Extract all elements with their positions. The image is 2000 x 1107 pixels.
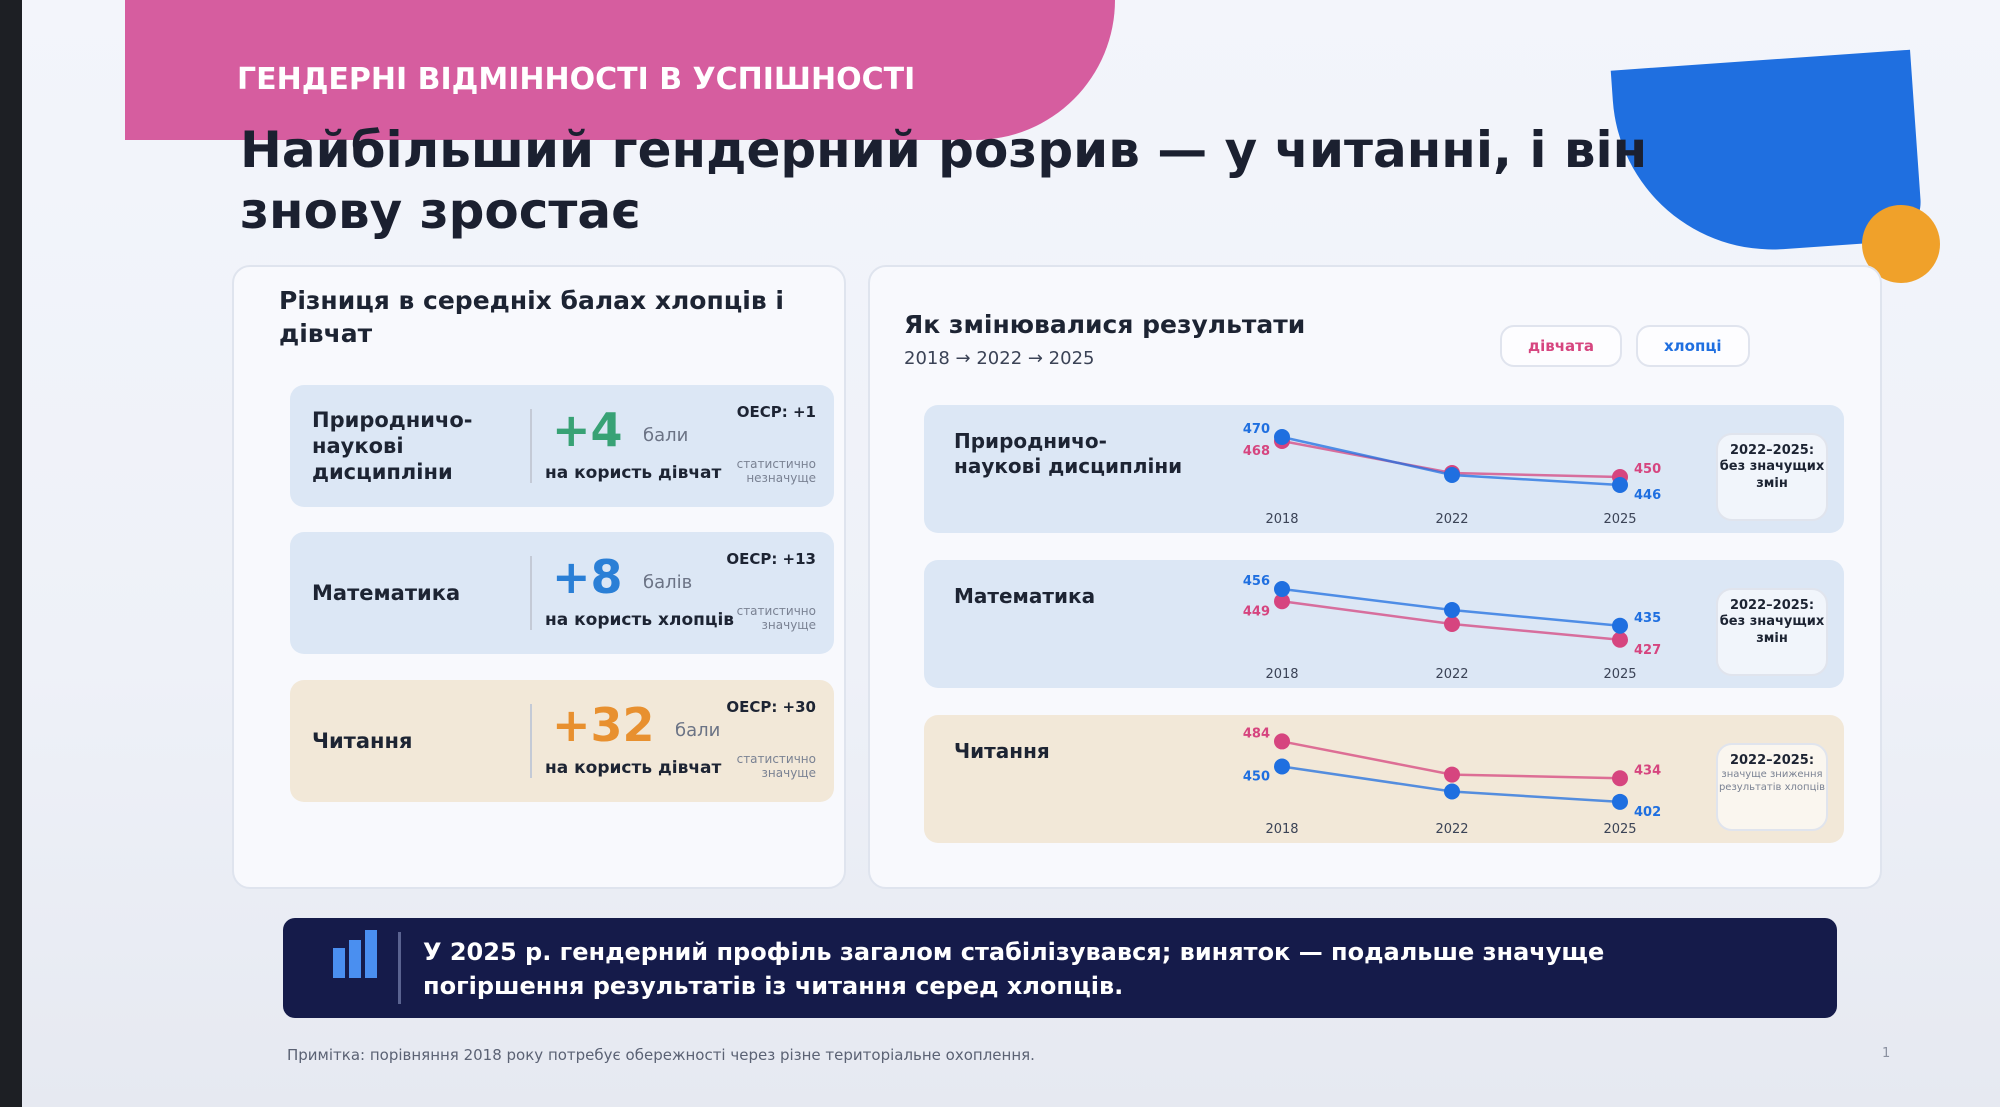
- note-text: без значущих змін: [1719, 459, 1825, 491]
- legend: дівчата хлопці: [1500, 325, 1750, 367]
- divider: [530, 704, 532, 778]
- subject: Природничо-наукові дисципліни: [954, 429, 1183, 478]
- note: 2022–2025: значуще зниження результатів х…: [1716, 743, 1828, 831]
- note-title: 2022–2025:: [1729, 753, 1815, 768]
- direction: на користь хлопців: [545, 610, 735, 630]
- significance: статистично значуще: [736, 604, 816, 633]
- legend-entry: дівчата: [1500, 325, 1622, 367]
- oecd: ОЕСР: +13: [726, 550, 816, 568]
- note-title: 2022–2025:: [1729, 598, 1815, 613]
- gap-value: +32: [552, 698, 655, 752]
- gap-value: +8: [552, 550, 623, 604]
- right-panel-title: Як змінювалися результати: [904, 310, 1306, 339]
- trend-row: Читання 2022–2025: значуще зниження резуль…: [924, 715, 1844, 843]
- gap-row: Читання +32 бали на користь дівчат ОЕСР: +30…: [290, 680, 834, 802]
- section-band: [125, 0, 1115, 140]
- trend-row: Природничо-наукові дисципліни 2022–2025: б…: [924, 405, 1844, 533]
- gap-value: +4: [552, 403, 623, 457]
- trend-row: Математика 2022–2025: без значущих змін: [924, 560, 1844, 688]
- icon-bar: [349, 940, 361, 978]
- left-panel-title: Різниця в середніх балах хлопців і дівча…: [279, 286, 784, 348]
- subject: Математика: [954, 584, 1096, 608]
- gap-unit: бали: [643, 425, 689, 446]
- note-text: без значущих змін: [1719, 614, 1825, 646]
- subject: Математика: [312, 580, 461, 605]
- subject: Природничо-наукові дисципліни: [312, 407, 473, 485]
- icon-bar: [333, 948, 345, 978]
- oecd: ОЕСР: +1: [736, 403, 816, 421]
- gap-row: Природничо-наукові дисципліни +4 бали на ко…: [290, 385, 834, 507]
- section-title: ГЕНДЕРНІ ВІДМІННОСТІ В УСПІШНОСТІ: [237, 62, 916, 97]
- gap-unit: балів: [643, 572, 693, 593]
- direction: на користь дівчат: [545, 463, 722, 483]
- slide: ГЕНДЕРНІ ВІДМІННОСТІ В УСПІШНОСТІ Найбіл…: [22, 0, 2000, 1107]
- note-text: значуще зниження результатів хлопців: [1718, 769, 1826, 793]
- direction: на користь дівчат: [545, 758, 722, 778]
- subject: Читання: [312, 728, 413, 753]
- right-panel-subtitle: 2018 → 2022 → 2025: [904, 348, 1095, 369]
- divider: [530, 556, 532, 630]
- slide-title: Найбільший гендерний розрив — у читанні,…: [240, 121, 1648, 240]
- legend-entry: хлопці: [1635, 325, 1750, 367]
- gap-unit: бали: [675, 720, 721, 741]
- note: 2022–2025: без значущих змін: [1716, 588, 1828, 676]
- significance: статистично незначуще: [736, 457, 816, 486]
- banner-divider: [398, 932, 401, 1004]
- icon-bar: [365, 930, 377, 978]
- gap-row: Математика +8 балів на користь хлопців ОЕСР:…: [290, 532, 834, 654]
- significance: статистично значуще: [736, 752, 816, 781]
- note-title: 2022–2025:: [1729, 443, 1815, 458]
- divider: [530, 409, 532, 483]
- footnote: Примітка: порівняння 2018 року потребує …: [287, 1046, 1035, 1064]
- subject: Читання: [954, 739, 1050, 763]
- banner: У 2025 р. гендерний профіль загалом стаб…: [283, 918, 1837, 1018]
- slide-number: 1: [1882, 1046, 1891, 1061]
- banner-text: У 2025 р. гендерний профіль загалом стаб…: [423, 938, 1605, 1000]
- oecd: ОЕСР: +30: [726, 698, 816, 716]
- note: 2022–2025: без значущих змін: [1716, 433, 1828, 521]
